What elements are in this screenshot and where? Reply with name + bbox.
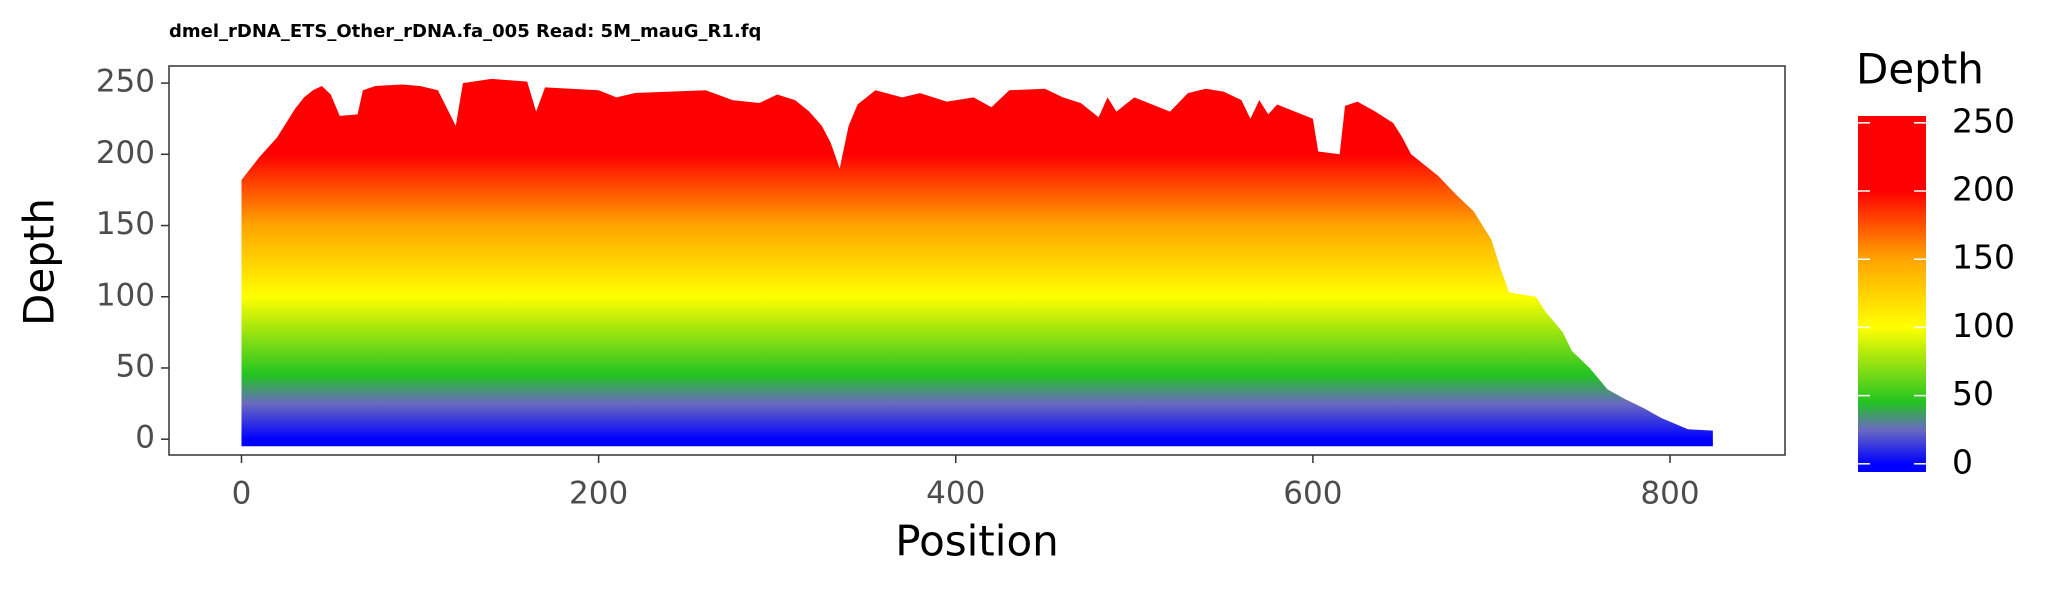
depth-area	[241, 78, 1713, 447]
x-tick-label: 0	[232, 476, 252, 512]
colorbar-tick-label: 200	[1952, 170, 2015, 209]
chart-title: dmel_rDNA_ETS_Other_rDNA.fa_005 Read: 5M…	[169, 21, 761, 42]
colorbar-tick-label: 250	[1952, 101, 2015, 140]
y-tick-label: 250	[96, 64, 155, 100]
colorbar-tick-label: 100	[1952, 306, 2015, 345]
x-tick-label: 200	[569, 476, 628, 512]
y-tick-label: 150	[96, 206, 155, 242]
y-tick-label: 50	[116, 348, 155, 384]
colorbar-tick-label: 150	[1952, 238, 2015, 277]
y-tick-label: 0	[135, 420, 155, 456]
x-tick-label: 600	[1283, 476, 1342, 512]
y-tick-label: 100	[96, 277, 155, 313]
x-tick-label: 400	[926, 476, 985, 512]
y-tick-label: 200	[96, 135, 155, 171]
x-axis-title: Position	[895, 517, 1059, 566]
colorbar-tick-label: 0	[1952, 442, 1973, 481]
colorbar	[1858, 116, 1926, 472]
y-axis-title: Depth	[15, 198, 64, 326]
colorbar-title: Depth	[1856, 45, 1984, 94]
x-tick-label: 800	[1640, 476, 1699, 512]
colorbar-tick-label: 50	[1952, 374, 1994, 413]
plot-border	[168, 65, 1786, 456]
